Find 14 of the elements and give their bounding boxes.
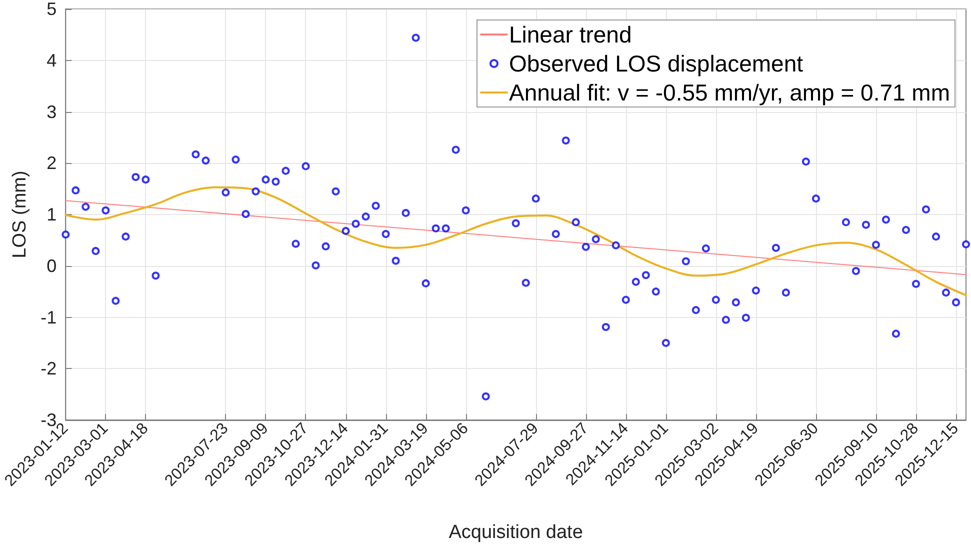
y-axis-title: LOS (mm) [10, 170, 31, 258]
legend-label: Annual fit: v = -0.55 mm/yr, amp = 0.71 mm [508, 80, 950, 106]
legend-label: Linear trend [508, 22, 632, 48]
y-tick-label: -2 [40, 358, 57, 379]
line-series [64, 186, 967, 296]
y-tick-label: -1 [40, 307, 57, 328]
y-tick-label: 1 [46, 204, 57, 224]
y-tick-label: 5 [46, 0, 57, 19]
x-axis-title: Acquisition date [448, 522, 583, 543]
y-tick-label: 3 [46, 102, 57, 122]
y-tick-label: 4 [46, 50, 57, 70]
y-tick-label: 2 [46, 153, 57, 174]
y-tick-label: 0 [46, 256, 57, 276]
legend-label: Observed LOS displacement [508, 50, 804, 76]
